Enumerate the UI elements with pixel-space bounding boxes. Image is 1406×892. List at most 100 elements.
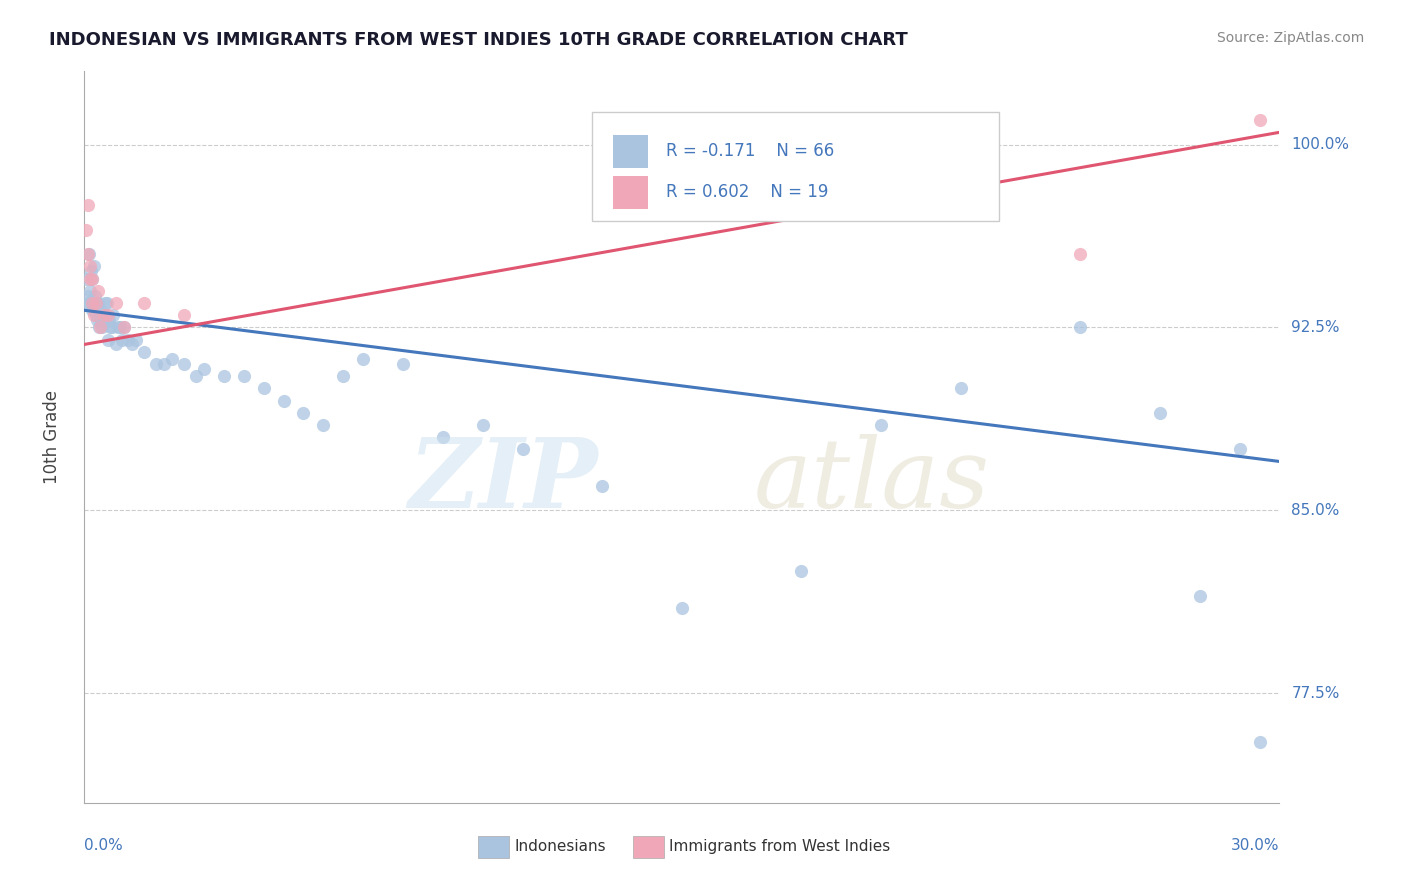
FancyBboxPatch shape bbox=[613, 176, 648, 209]
Point bbox=[212, 369, 235, 384]
Text: R = 0.602    N = 19: R = 0.602 N = 19 bbox=[666, 183, 828, 201]
Point bbox=[1149, 406, 1171, 420]
Point bbox=[105, 337, 128, 351]
Point bbox=[101, 308, 124, 322]
Point bbox=[790, 564, 813, 578]
Point bbox=[101, 320, 124, 334]
Point bbox=[79, 296, 101, 310]
Point bbox=[471, 417, 494, 432]
Point bbox=[87, 284, 110, 298]
Point bbox=[86, 296, 108, 310]
Point bbox=[91, 320, 114, 334]
Point bbox=[1249, 735, 1271, 749]
Text: Indonesians: Indonesians bbox=[515, 839, 606, 854]
Y-axis label: 10th Grade: 10th Grade bbox=[42, 390, 60, 484]
Point bbox=[112, 320, 135, 334]
Text: R = -0.171    N = 66: R = -0.171 N = 66 bbox=[666, 142, 835, 160]
Point bbox=[111, 333, 134, 347]
Point bbox=[1229, 442, 1251, 457]
Point bbox=[671, 600, 693, 615]
Point bbox=[110, 320, 132, 334]
Point bbox=[292, 406, 315, 420]
Point bbox=[153, 357, 176, 371]
Point bbox=[80, 303, 103, 318]
Point bbox=[125, 333, 148, 347]
Point bbox=[82, 296, 104, 310]
Point bbox=[84, 288, 107, 302]
Point bbox=[98, 313, 121, 327]
Point bbox=[76, 296, 98, 310]
Point bbox=[117, 333, 139, 347]
Text: 100.0%: 100.0% bbox=[1292, 137, 1350, 152]
Point bbox=[97, 308, 120, 322]
Point bbox=[79, 260, 101, 274]
Point bbox=[591, 479, 613, 493]
Text: 92.5%: 92.5% bbox=[1292, 320, 1340, 334]
Point bbox=[1249, 113, 1271, 128]
Point bbox=[112, 320, 135, 334]
Point bbox=[94, 296, 117, 310]
Text: Immigrants from West Indies: Immigrants from West Indies bbox=[669, 839, 890, 854]
Point bbox=[83, 308, 105, 322]
Point bbox=[332, 369, 354, 384]
Point bbox=[93, 308, 115, 322]
Point bbox=[1069, 247, 1091, 261]
Point bbox=[1188, 589, 1211, 603]
Point bbox=[87, 296, 110, 310]
Text: ZIP: ZIP bbox=[409, 434, 599, 528]
Point bbox=[79, 284, 101, 298]
Point bbox=[273, 393, 295, 408]
Point bbox=[193, 361, 215, 376]
Text: INDONESIAN VS IMMIGRANTS FROM WEST INDIES 10TH GRADE CORRELATION CHART: INDONESIAN VS IMMIGRANTS FROM WEST INDIE… bbox=[49, 31, 908, 49]
Point bbox=[90, 313, 112, 327]
Point bbox=[145, 357, 167, 371]
Point bbox=[75, 271, 97, 285]
Point bbox=[432, 430, 454, 444]
Point bbox=[949, 381, 972, 395]
Point bbox=[79, 271, 101, 285]
Point bbox=[89, 320, 111, 334]
Point bbox=[512, 442, 534, 457]
Point bbox=[173, 357, 195, 371]
FancyBboxPatch shape bbox=[613, 135, 648, 168]
Point bbox=[80, 296, 103, 310]
Point bbox=[132, 296, 156, 310]
Point bbox=[173, 308, 195, 322]
Point bbox=[89, 320, 111, 334]
Point bbox=[96, 296, 118, 310]
Point bbox=[77, 247, 100, 261]
Point bbox=[105, 296, 128, 310]
Text: Source: ZipAtlas.com: Source: ZipAtlas.com bbox=[1216, 31, 1364, 45]
Text: 0.0%: 0.0% bbox=[84, 838, 124, 853]
Point bbox=[89, 303, 111, 318]
Point bbox=[184, 369, 207, 384]
Point bbox=[83, 260, 105, 274]
Point bbox=[160, 352, 183, 367]
Point bbox=[76, 198, 98, 212]
Point bbox=[352, 352, 374, 367]
Point bbox=[80, 264, 103, 278]
Text: atlas: atlas bbox=[754, 434, 990, 528]
Point bbox=[86, 313, 108, 327]
Point bbox=[96, 308, 118, 322]
Point bbox=[93, 308, 115, 322]
Point bbox=[82, 271, 104, 285]
Point bbox=[312, 417, 335, 432]
FancyBboxPatch shape bbox=[592, 112, 998, 221]
Text: 30.0%: 30.0% bbox=[1232, 838, 1279, 853]
Point bbox=[97, 333, 120, 347]
Point bbox=[86, 308, 108, 322]
Point bbox=[107, 320, 129, 334]
Point bbox=[1069, 320, 1091, 334]
Point bbox=[132, 344, 156, 359]
Point bbox=[870, 417, 893, 432]
Point bbox=[77, 288, 100, 302]
Point bbox=[77, 247, 100, 261]
Point bbox=[93, 313, 115, 327]
Point bbox=[98, 320, 121, 334]
Point bbox=[75, 223, 97, 237]
Point bbox=[392, 357, 415, 371]
Point bbox=[232, 369, 254, 384]
Point bbox=[82, 271, 104, 285]
Point bbox=[253, 381, 276, 395]
